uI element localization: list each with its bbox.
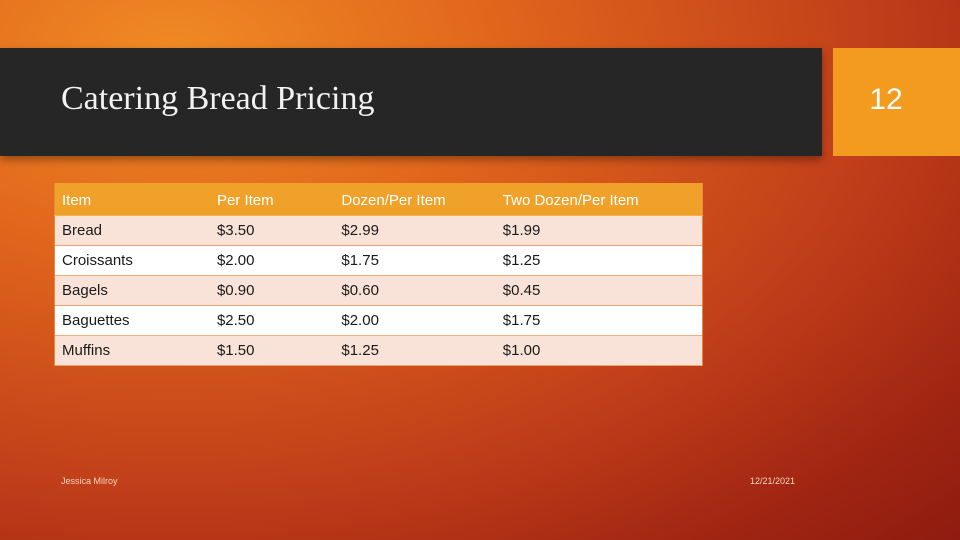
slide-number: 12 xyxy=(869,83,903,116)
dozen-cell: $0.60 xyxy=(334,275,496,306)
table-row: Muffins $1.50 $1.25 $1.00 xyxy=(53,335,703,366)
two-dozen-cell: $0.45 xyxy=(495,275,703,306)
dozen-cell: $1.25 xyxy=(334,335,496,366)
per-item-cell: $2.50 xyxy=(209,305,335,336)
slide-title: Catering Bread Pricing xyxy=(61,80,375,117)
table-header-row: Item Per Item Dozen/Per Item Two Dozen/P… xyxy=(53,183,703,216)
item-cell: Croissants xyxy=(53,245,210,276)
two-dozen-cell: $1.99 xyxy=(495,215,703,246)
two-dozen-cell: $1.25 xyxy=(495,245,703,276)
slide-number-box xyxy=(833,48,960,156)
footer-author: Jessica Milroy xyxy=(61,476,118,486)
per-item-cell: $2.00 xyxy=(209,245,335,276)
dozen-cell: $2.99 xyxy=(334,215,496,246)
per-item-cell: $0.90 xyxy=(209,275,335,306)
item-cell: Muffins xyxy=(53,335,210,366)
table-row: Croissants $2.00 $1.75 $1.25 xyxy=(53,245,703,276)
per-item-cell: $1.50 xyxy=(209,335,335,366)
two-dozen-cell: $1.75 xyxy=(495,305,703,336)
header-cell-per-item: Per Item xyxy=(209,183,335,216)
table-row: Bread $3.50 $2.99 $1.99 xyxy=(53,215,703,246)
table-row: Bagels $0.90 $0.60 $0.45 xyxy=(53,275,703,306)
header-cell-two-dozen: Two Dozen/Per Item xyxy=(495,183,703,216)
item-cell: Bread xyxy=(53,215,210,246)
header-cell-dozen: Dozen/Per Item xyxy=(334,183,496,216)
dozen-cell: $1.75 xyxy=(334,245,496,276)
title-bar xyxy=(0,48,822,156)
header-cell-item: Item xyxy=(53,183,210,216)
table-row: Baguettes $2.50 $2.00 $1.75 xyxy=(53,305,703,336)
item-cell: Bagels xyxy=(53,275,210,306)
two-dozen-cell: $1.00 xyxy=(495,335,703,366)
dozen-cell: $2.00 xyxy=(334,305,496,336)
pricing-table: Item Per Item Dozen/Per Item Two Dozen/P… xyxy=(53,183,703,366)
per-item-cell: $3.50 xyxy=(209,215,335,246)
item-cell: Baguettes xyxy=(53,305,210,336)
footer-date: 12/21/2021 xyxy=(750,476,796,486)
